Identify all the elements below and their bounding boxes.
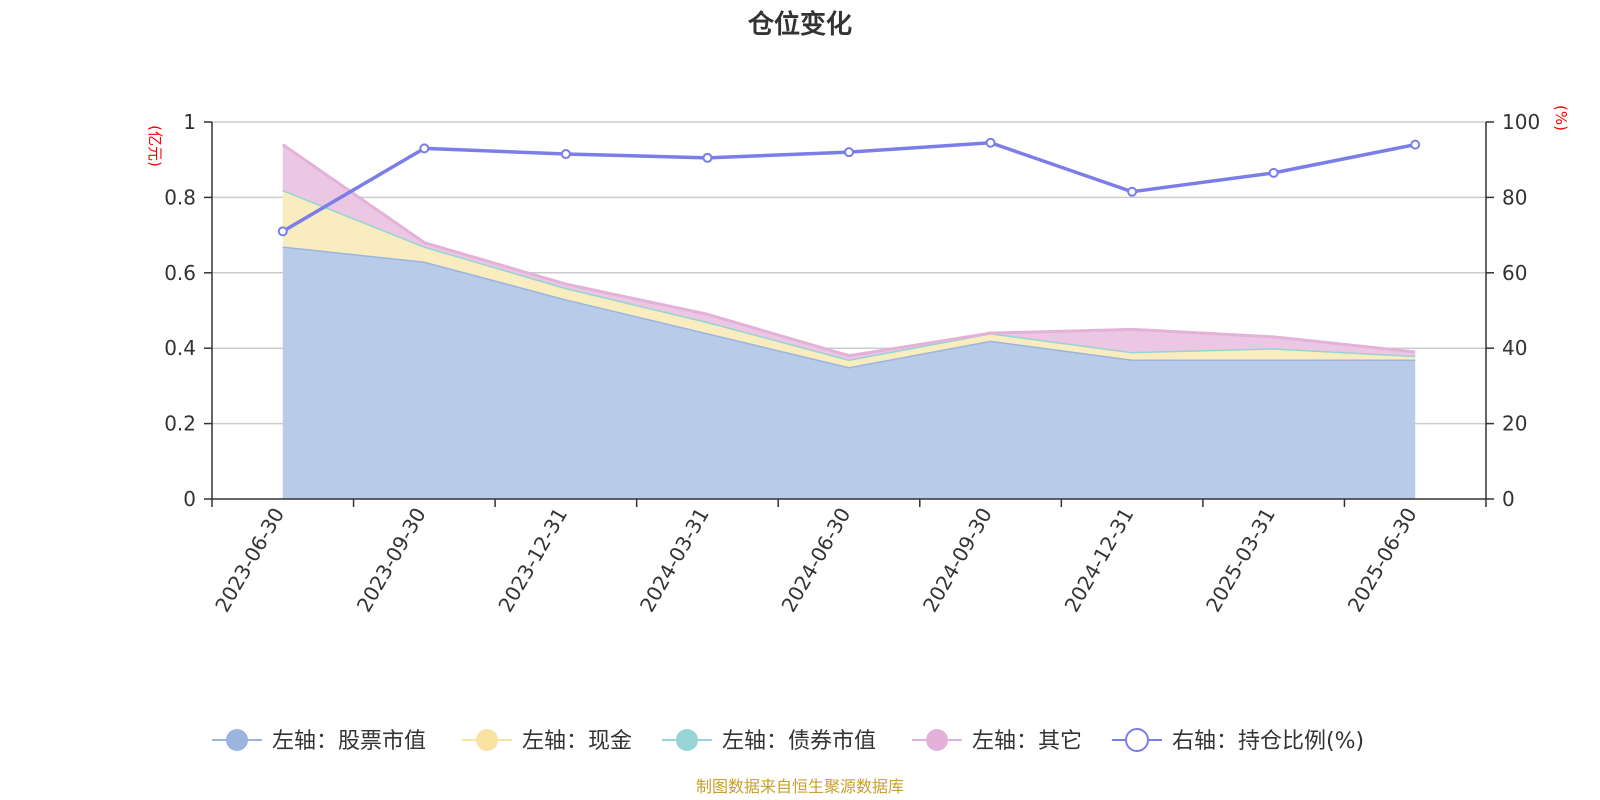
ratio-point [1410,139,1421,150]
left-tick-label: 0.2 [164,412,196,436]
stacked-areas [281,143,1416,499]
ratio-line-layer [277,137,1421,237]
area-现金 [282,189,1416,368]
x-tick-label: 2025-03-31 [1201,504,1280,617]
source-note: 制图数据来自恒生聚源数据库 [696,777,904,796]
right-tick-label: 60 [1502,261,1527,285]
right-tick-label: 80 [1502,185,1527,209]
left-tick-label: 0 [183,487,196,511]
right-tick-label: 20 [1502,412,1527,436]
legend: 左轴：股票市值 左轴：现金 左轴：债券市值 左轴：其它 右轴：持仓比例(%) [212,728,1364,754]
legend-marker [926,729,948,751]
area-股票市值 [282,246,1416,499]
legend-label: 左轴：债券市值 [722,729,876,754]
right-tick-label: 40 [1502,336,1527,360]
right-tick-label: 0 [1502,487,1515,511]
legend-label: 左轴：股票市值 [272,729,426,754]
left-tick-label: 0.8 [164,185,196,209]
ratio-point [560,149,571,160]
x-tick-label: 2023-06-30 [210,504,289,617]
x-tick-label: 2023-09-30 [352,504,431,617]
ratio-point [1127,186,1138,197]
left-axis-unit: (亿元) [146,125,164,167]
legend-label: 左轴：其它 [972,729,1082,754]
legend-label: 右轴：持仓比例(%) [1172,729,1364,754]
legend-marker [226,729,248,751]
x-tick-label: 2025-06-30 [1343,504,1422,617]
ratio-point [419,143,430,154]
right-axis-unit: (%) [1552,105,1570,131]
ratio-point [702,152,713,163]
legend-marker [1125,728,1149,752]
ratio-point [277,226,288,237]
x-tick-label: 2023-12-31 [493,504,572,617]
chart-title: 仓位变化 [747,9,852,40]
left-tick-label: 0.4 [164,336,196,360]
ratio-point [1268,167,1279,178]
x-tick-label: 2024-06-30 [776,504,855,617]
area-line-其它 [281,143,1416,358]
ratio-point [985,137,996,148]
left-tick-label: 0.6 [164,261,196,285]
right-tick-label: 100 [1502,110,1540,134]
left-tick-label: 1 [183,110,196,134]
x-tick-label: 2024-09-30 [918,504,997,617]
x-tick-label: 2024-03-31 [635,504,714,617]
x-tick-label: 2024-12-31 [1060,504,1139,617]
legend-marker [476,729,498,751]
legend-marker [676,729,698,751]
legend-label: 左轴：现金 [522,729,632,754]
ratio-point [844,147,854,158]
